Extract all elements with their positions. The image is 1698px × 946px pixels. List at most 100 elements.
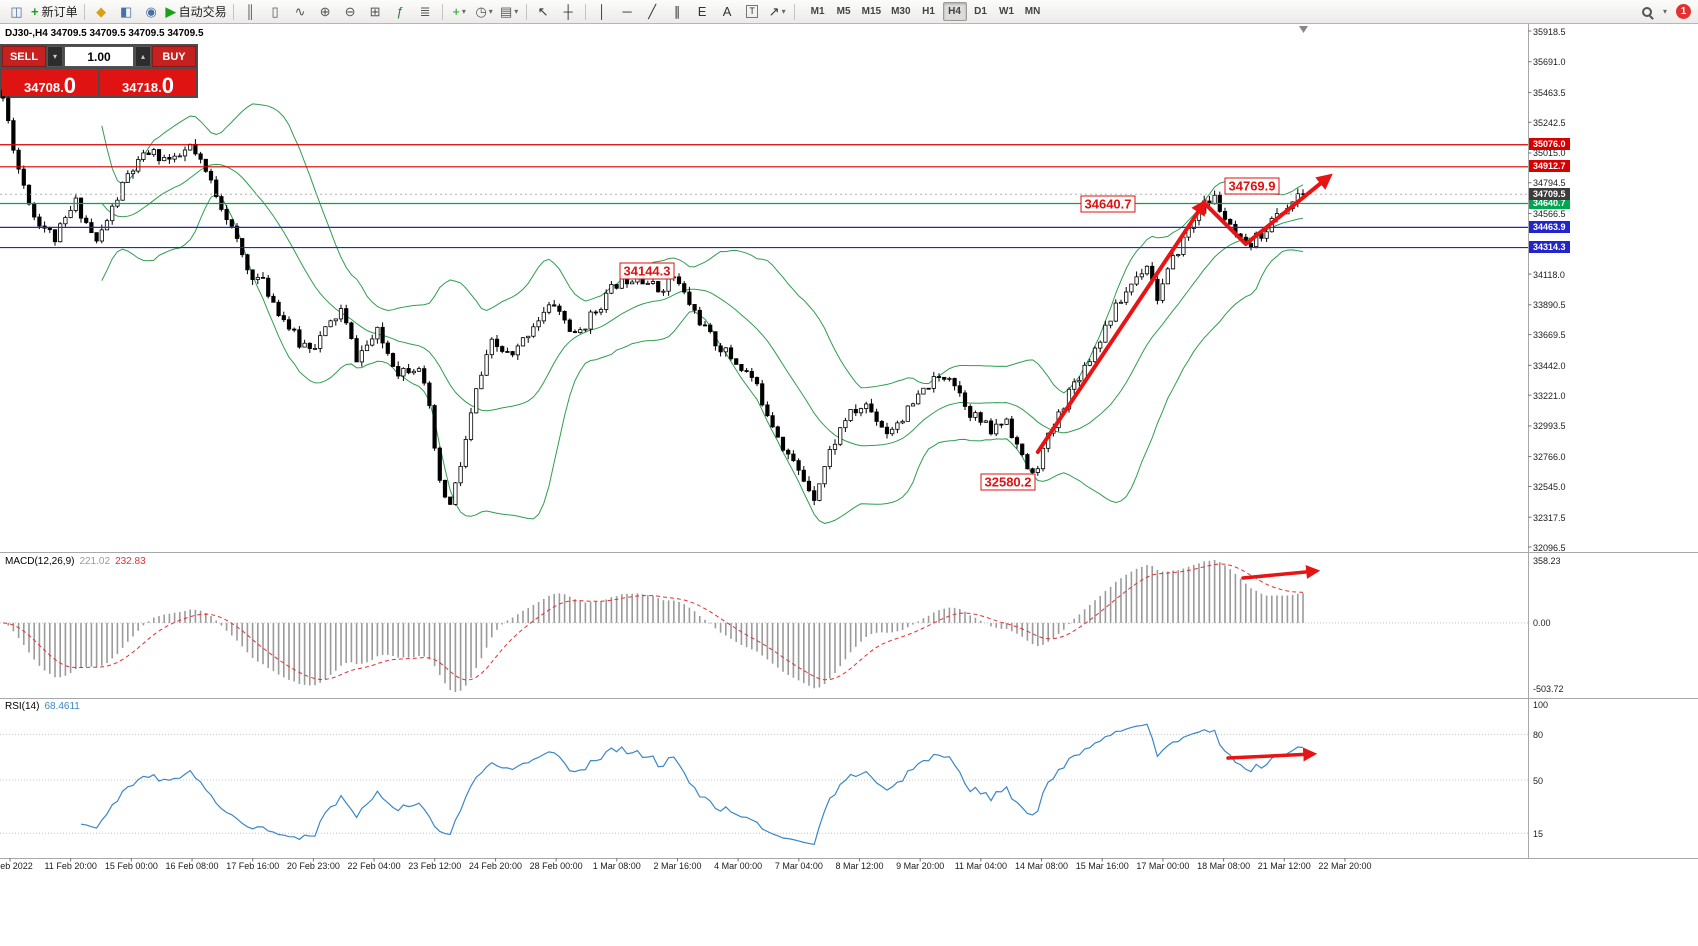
market-watch-icon: ◆ <box>96 4 107 19</box>
timeframe-h1-button[interactable]: H1 <box>922 6 935 17</box>
rsi-indicator-label: RSI(14) 68.4611 <box>5 701 80 712</box>
macd-indicator-label: MACD(12,26,9) 221.02 232.83 <box>5 556 146 567</box>
toolbar-right-group: ▾ 1 <box>1641 4 1694 19</box>
data-window-icon[interactable]: ◧ <box>115 2 138 22</box>
template-dropdown: ▤ <box>499 4 513 19</box>
indicator-list-icon[interactable]: ≣ <box>414 2 437 22</box>
sell-price-big-digit: 0 <box>63 73 76 98</box>
macd-main-value: 221.02 <box>79 556 111 567</box>
cursor-icon[interactable]: ↖ <box>532 2 555 22</box>
equidistant-channel-icon: ∥ <box>673 4 681 19</box>
candlestick-series <box>0 87 1306 506</box>
candlestick-type-icon[interactable]: ▯ <box>264 2 287 22</box>
rsi-indicator <box>0 723 1528 846</box>
volume-input[interactable] <box>64 46 134 67</box>
vertical-line-icon: │ <box>598 4 607 19</box>
navigator-icon[interactable]: ◉ <box>140 2 163 22</box>
indicators-icon: ƒ <box>396 4 404 19</box>
sell-price-display[interactable]: 34708. 0 <box>2 69 98 98</box>
toolbar-separator <box>584 3 586 20</box>
arrows-tool-dropdown[interactable]: ↗ ▾ <box>766 2 789 22</box>
text-icon: A <box>722 4 732 19</box>
buy-price-big-digit: 0 <box>161 73 174 98</box>
crosshair-icon: ┼ <box>563 4 573 19</box>
toolbar-icon-group: ◫ + 新订单 ◆ ◧ ◉ ▶ 自动交易 ║ ▯ ∿ ⊕ ⊖ ⊞ ƒ ≣ + ▾ ◷ ▾ ▤ ▾ ↖ ┼ │ ─ ╱ ∥ E A T ↗ ▾ <box>4 0 799 23</box>
zoom-out-icon[interactable]: ⊖ <box>339 2 362 22</box>
fibonacci-icon: E <box>697 4 707 19</box>
zoom-in-icon[interactable]: ⊕ <box>314 2 337 22</box>
timeframe-m30-button[interactable]: M30 <box>891 6 911 17</box>
indicator-list-icon: ≣ <box>419 4 431 19</box>
horizontal-line-icon[interactable]: ─ <box>616 2 639 22</box>
equidistant-channel-icon[interactable]: ∥ <box>666 2 689 22</box>
buy-price-display[interactable]: 34718. 0 <box>100 69 196 98</box>
notification-badge[interactable]: 1 <box>1676 4 1691 19</box>
toolbar-separator <box>83 3 85 20</box>
bar-chart-type-icon: ║ <box>245 4 255 19</box>
dropdown-caret-icon: ▾ <box>461 7 466 16</box>
dropdown-caret-icon: ▾ <box>514 7 519 16</box>
timeframe-toolbar: M1 M5 M15 M30 H1 H4 D1 W1 MN <box>805 2 1046 21</box>
text-label-icon: T <box>746 5 758 18</box>
chart-window-icon[interactable]: ◫ <box>5 2 28 22</box>
symbol-ohlc-info: DJ30-,H4 34709.5 34709.5 34709.5 34709.5 <box>5 28 204 39</box>
volume-decrease-button[interactable]: ▾ <box>47 46 63 67</box>
search-icon[interactable] <box>1641 6 1652 17</box>
timeframe-m5-button[interactable]: M5 <box>836 6 851 17</box>
period-dropdown[interactable]: ◷ ▾ <box>473 2 496 22</box>
trendline-icon[interactable]: ╱ <box>641 2 664 22</box>
template-dropdown[interactable]: ▤ ▾ <box>498 2 521 22</box>
line-chart-type-icon[interactable]: ∿ <box>289 2 312 22</box>
new-order-button: + <box>31 4 39 19</box>
tile-windows-icon[interactable]: ⊞ <box>364 2 387 22</box>
macd-signal-value: 232.83 <box>115 556 146 567</box>
dropdown-caret-icon: ▾ <box>488 7 493 16</box>
candlestick-type-icon: ▯ <box>271 4 279 19</box>
timeframe-m15-button[interactable]: M15 <box>861 6 882 17</box>
auto-trading-button-label: 自动交易 <box>178 5 227 19</box>
buy-button[interactable]: BUY <box>152 46 196 67</box>
zoom-in-icon: ⊕ <box>319 4 331 19</box>
timeframe-d1-button[interactable]: D1 <box>974 6 987 17</box>
trend-arrows <box>1035 173 1333 762</box>
timeframe-h4-button[interactable]: H4 <box>942 2 967 21</box>
market-watch-icon[interactable]: ◆ <box>90 2 113 22</box>
fibonacci-icon[interactable]: E <box>691 2 714 22</box>
navigator-icon: ◉ <box>145 4 157 19</box>
trade-panel-controls: SELL ▾ ▴ BUY <box>2 46 196 67</box>
new-chart-dropdown: + <box>452 4 460 19</box>
new-order-button[interactable]: + 新订单 <box>30 2 79 22</box>
vertical-line-icon[interactable]: │ <box>591 2 614 22</box>
toolbar-separator <box>525 3 527 20</box>
timeframe-w1-button[interactable]: W1 <box>999 6 1015 17</box>
autoscroll-marker-icon <box>1299 26 1308 33</box>
chart-window-icon: ◫ <box>10 4 23 19</box>
tile-windows-icon: ⊞ <box>369 4 381 19</box>
sell-price-main: 34708. <box>23 80 64 95</box>
volume-increase-button[interactable]: ▴ <box>135 46 151 67</box>
auto-trading-button[interactable]: ▶ 自动交易 <box>165 2 228 22</box>
cursor-icon: ↖ <box>537 4 549 19</box>
auto-trading-button: ▶ <box>165 4 176 19</box>
toolbar-separator <box>793 3 795 20</box>
rsi-value: 68.4611 <box>44 701 80 712</box>
indicators-icon[interactable]: ƒ <box>389 2 412 22</box>
new-order-button-label: 新订单 <box>41 5 78 19</box>
toolbar-separator <box>441 3 443 20</box>
search-dropdown-caret-icon[interactable]: ▾ <box>1662 7 1667 16</box>
timeframe-m1-button[interactable]: M1 <box>810 6 825 17</box>
crosshair-icon[interactable]: ┼ <box>557 2 580 22</box>
period-dropdown: ◷ <box>475 4 487 19</box>
new-chart-dropdown[interactable]: + ▾ <box>448 2 471 22</box>
line-chart-type-icon: ∿ <box>294 4 306 19</box>
bar-chart-type-icon[interactable]: ║ <box>239 2 262 22</box>
macd-indicator <box>0 560 1528 692</box>
timeframe-mn-button[interactable]: MN <box>1024 6 1041 17</box>
buy-price-main: 34718. <box>121 80 162 95</box>
sell-button[interactable]: SELL <box>2 46 46 67</box>
text-icon[interactable]: A <box>716 2 739 22</box>
text-label-icon[interactable]: T <box>741 2 764 22</box>
trade-panel-prices: 34708. 0 34718. 0 <box>2 69 196 98</box>
trendline-icon: ╱ <box>648 4 657 19</box>
